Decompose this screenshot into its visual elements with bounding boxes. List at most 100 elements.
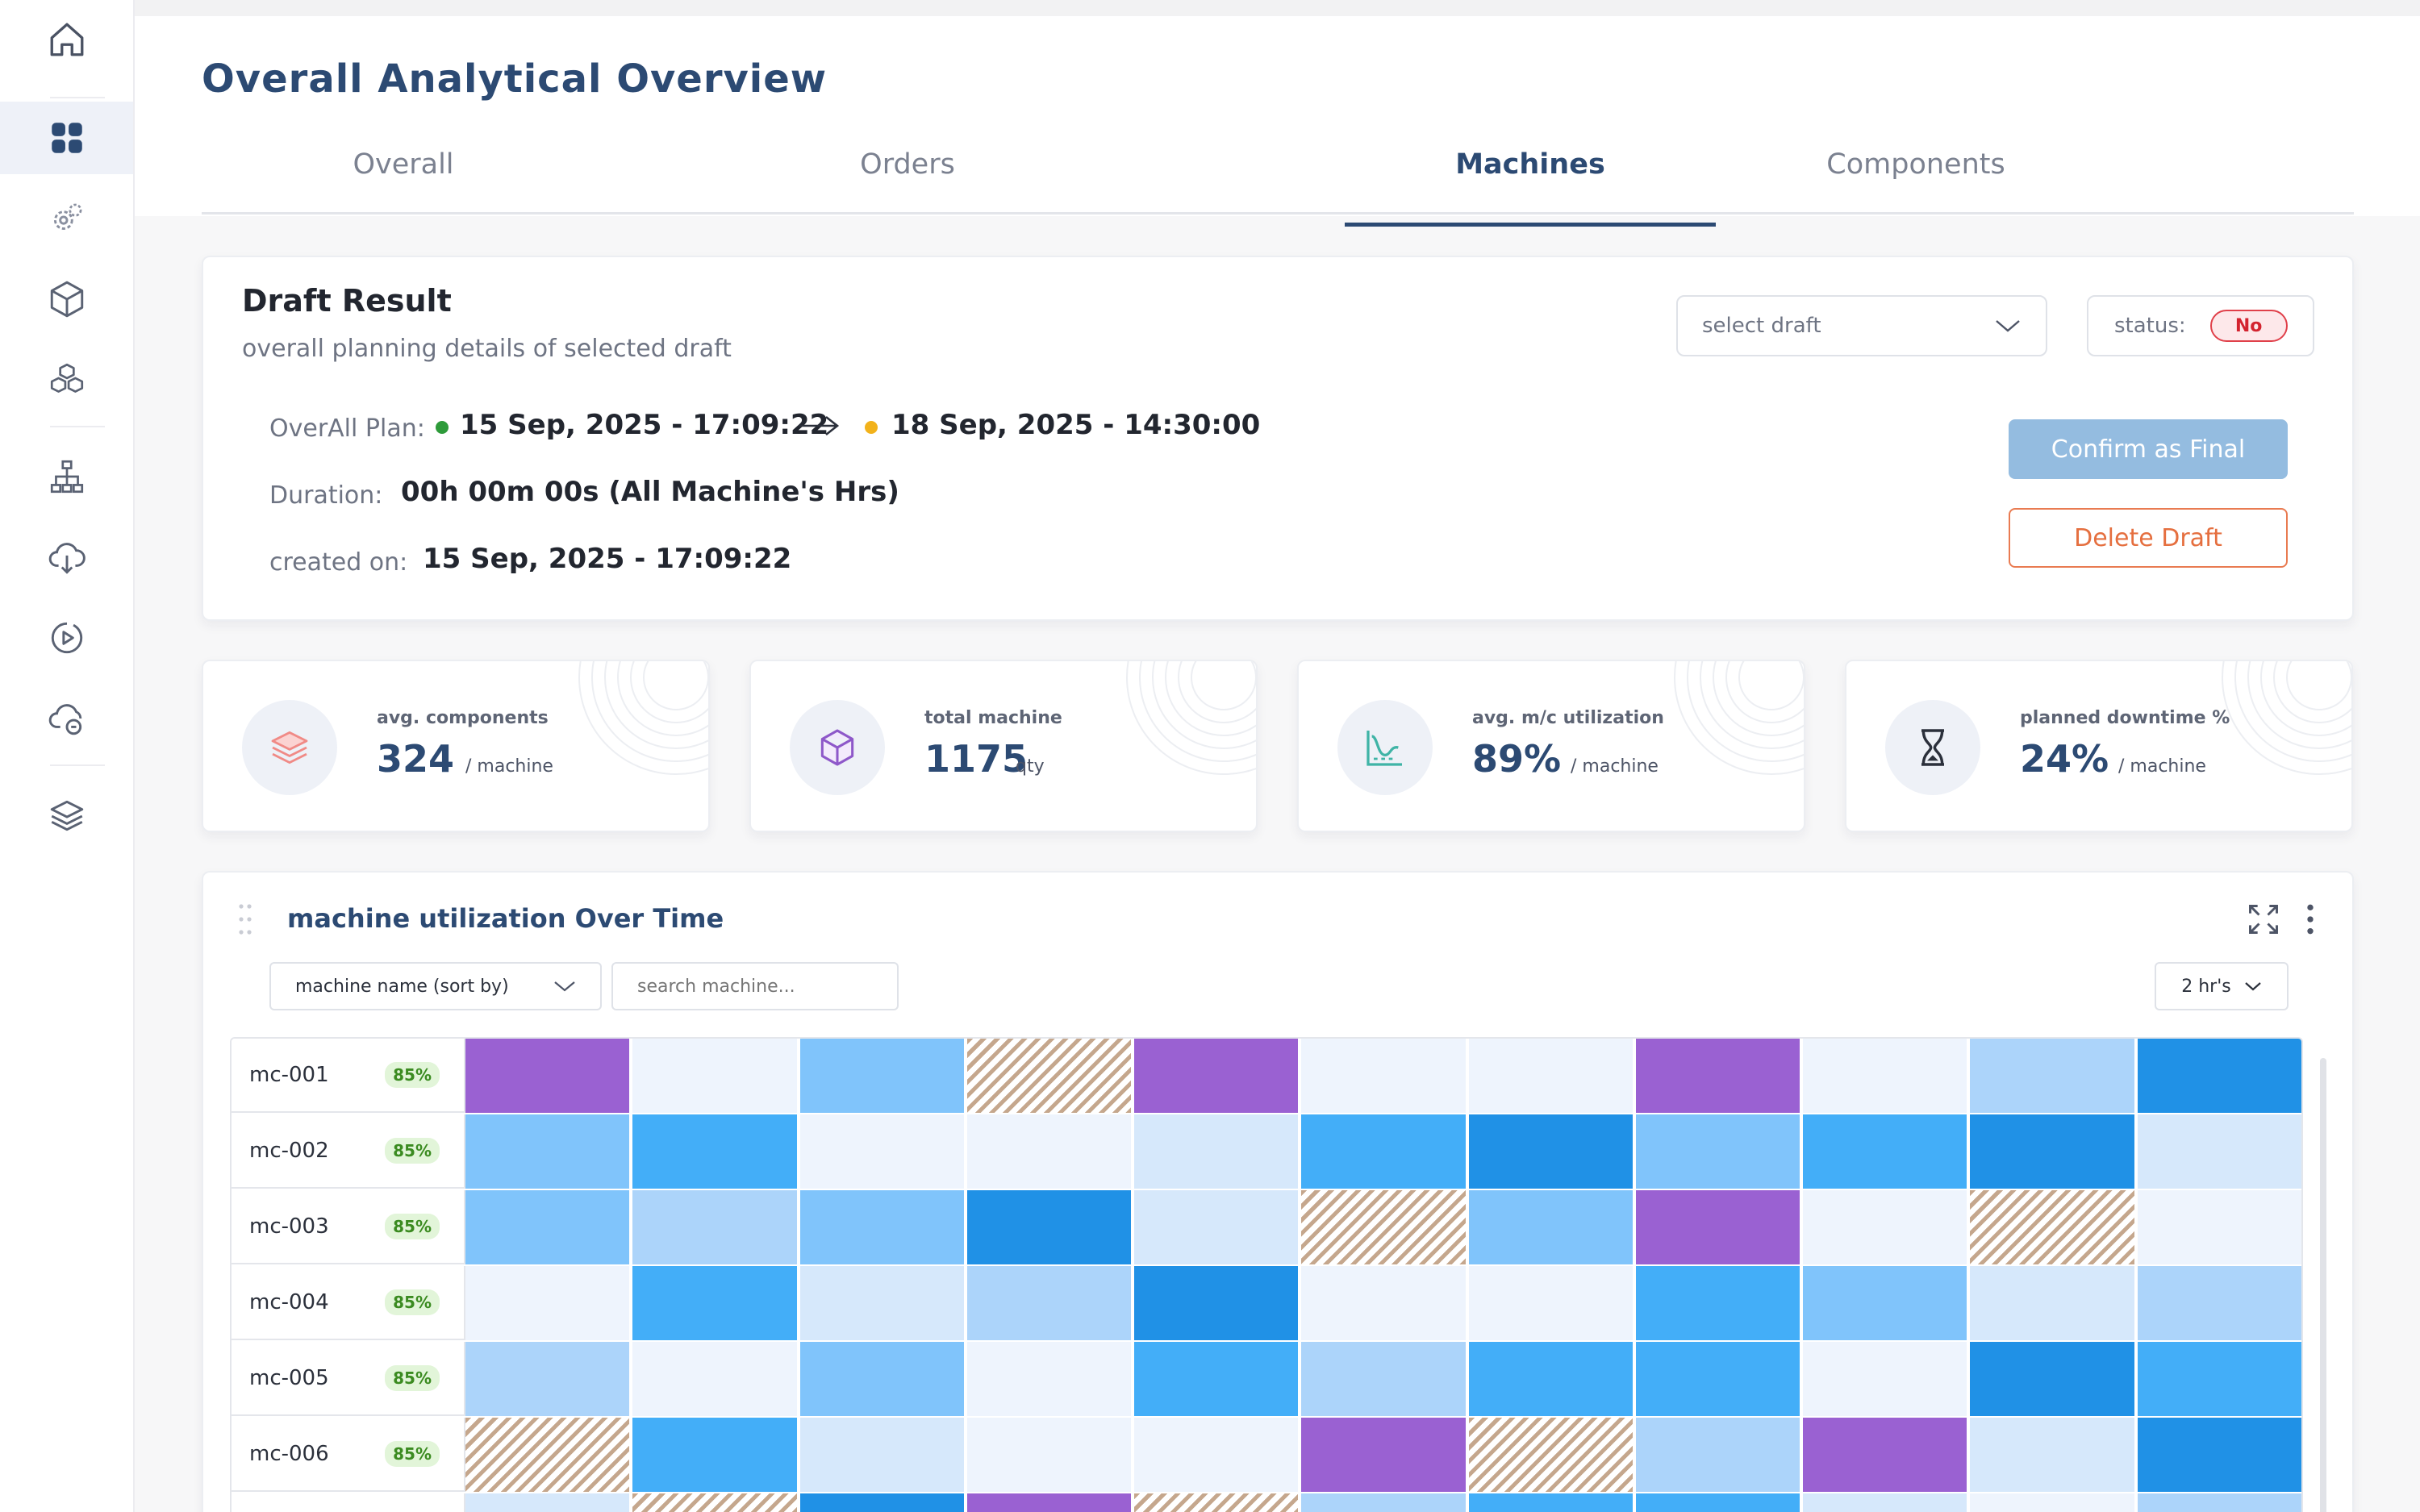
- heatmap-cell[interactable]: [799, 1114, 967, 1189]
- sidebar-item-download[interactable]: [0, 521, 133, 594]
- heatmap-cell[interactable]: [465, 1493, 633, 1512]
- heatmap-cell[interactable]: [632, 1342, 800, 1416]
- heatmap-cell[interactable]: [1635, 1039, 1804, 1113]
- heatmap-cell[interactable]: [2137, 1039, 2301, 1113]
- machine-row-header[interactable]: mc-006 85%: [232, 1418, 465, 1492]
- search-machine-input[interactable]: [611, 962, 899, 1010]
- heatmap-cell[interactable]: [1970, 1114, 2138, 1189]
- machine-row-header[interactable]: mc-001 85%: [232, 1039, 465, 1113]
- sidebar-item-sync[interactable]: [0, 682, 133, 755]
- heatmap-cell[interactable]: [465, 1190, 633, 1264]
- heatmap-cell[interactable]: [1970, 1342, 2138, 1416]
- select-draft-dropdown[interactable]: select draft: [1676, 295, 2047, 356]
- heatmap-cell[interactable]: [1134, 1418, 1302, 1492]
- heatmap-cell[interactable]: [1134, 1039, 1302, 1113]
- expand-icon[interactable]: [2246, 902, 2281, 937]
- tab-overall[interactable]: Overall: [353, 148, 454, 181]
- heatmap-cell[interactable]: [799, 1493, 967, 1512]
- heatmap-cell[interactable]: [1468, 1039, 1636, 1113]
- heatmap-cell[interactable]: [632, 1114, 800, 1189]
- machine-row-header[interactable]: mc-002 85%: [232, 1114, 465, 1189]
- heatmap-cell[interactable]: [1301, 1266, 1469, 1340]
- heatmap-cell[interactable]: [1635, 1493, 1804, 1512]
- heatmap-cell[interactable]: [1635, 1114, 1804, 1189]
- heatmap-cell[interactable]: [1468, 1266, 1636, 1340]
- heatmap-cell[interactable]: [799, 1190, 967, 1264]
- vertical-scrollbar[interactable]: [2320, 1058, 2326, 1512]
- heatmap-cell[interactable]: [2137, 1190, 2301, 1264]
- heatmap-cell[interactable]: [1970, 1190, 2138, 1264]
- heatmap-cell[interactable]: [1635, 1190, 1804, 1264]
- heatmap-cell[interactable]: [632, 1266, 800, 1340]
- sidebar-item-home[interactable]: [0, 3, 133, 76]
- heatmap-cell[interactable]: [1301, 1114, 1469, 1189]
- heatmap-cell[interactable]: [1468, 1190, 1636, 1264]
- sidebar-item-layers[interactable]: [0, 779, 133, 852]
- heatmap-cell[interactable]: [2137, 1418, 2301, 1492]
- heatmap-cell[interactable]: [1301, 1342, 1469, 1416]
- heatmap-cell[interactable]: [799, 1418, 967, 1492]
- heatmap-cell[interactable]: [966, 1266, 1135, 1340]
- heatmap-cell[interactable]: [1301, 1493, 1469, 1512]
- sidebar-item-hierarchy[interactable]: [0, 440, 133, 513]
- heatmap-cell[interactable]: [799, 1266, 967, 1340]
- sidebar-item-inventory[interactable]: [0, 344, 133, 416]
- sidebar-item-products[interactable]: [0, 263, 133, 335]
- heatmap-cell[interactable]: [1134, 1190, 1302, 1264]
- interval-dropdown[interactable]: 2 hr's: [2155, 962, 2289, 1010]
- heatmap-cell[interactable]: [1803, 1493, 1971, 1512]
- heatmap-cell[interactable]: [1134, 1493, 1302, 1512]
- heatmap-cell[interactable]: [465, 1114, 633, 1189]
- heatmap-cell[interactable]: [1803, 1114, 1971, 1189]
- heatmap-cell[interactable]: [632, 1039, 800, 1113]
- heatmap-cell[interactable]: [799, 1039, 967, 1113]
- heatmap-cell[interactable]: [1134, 1342, 1302, 1416]
- heatmap-cell[interactable]: [1301, 1418, 1469, 1492]
- heatmap-cell[interactable]: [966, 1418, 1135, 1492]
- heatmap-cell[interactable]: [966, 1190, 1135, 1264]
- heatmap-cell[interactable]: [1803, 1342, 1971, 1416]
- heatmap-cell[interactable]: [1803, 1190, 1971, 1264]
- heatmap-cell[interactable]: [2137, 1266, 2301, 1340]
- heatmap-cell[interactable]: [1301, 1190, 1469, 1264]
- heatmap-cell[interactable]: [1803, 1418, 1971, 1492]
- heatmap-cell[interactable]: [1970, 1493, 2138, 1512]
- heatmap-cell[interactable]: [966, 1493, 1135, 1512]
- machine-row-header[interactable]: mc-004 85%: [232, 1266, 465, 1340]
- heatmap-cell[interactable]: [1468, 1114, 1636, 1189]
- heatmap-cell[interactable]: [1134, 1266, 1302, 1340]
- heatmap-cell[interactable]: [632, 1190, 800, 1264]
- heatmap-cell[interactable]: [966, 1114, 1135, 1189]
- heatmap-cell[interactable]: [1635, 1342, 1804, 1416]
- heatmap-cell[interactable]: [2137, 1114, 2301, 1189]
- heatmap-cell[interactable]: [1468, 1418, 1636, 1492]
- heatmap-cell[interactable]: [465, 1039, 633, 1113]
- heatmap-cell[interactable]: [1970, 1039, 2138, 1113]
- machine-row-header[interactable]: mc-005 85%: [232, 1342, 465, 1416]
- sidebar-item-dashboard[interactable]: [0, 102, 133, 174]
- heatmap-cell[interactable]: [1635, 1266, 1804, 1340]
- heatmap-cell[interactable]: [1803, 1266, 1971, 1340]
- machine-row-header[interactable]: [232, 1493, 465, 1512]
- more-options-icon[interactable]: [2301, 902, 2320, 937]
- sidebar-item-settings[interactable]: [0, 182, 133, 255]
- heatmap-cell[interactable]: [966, 1342, 1135, 1416]
- delete-draft-button[interactable]: Delete Draft: [2009, 508, 2288, 568]
- heatmap-cell[interactable]: [465, 1342, 633, 1416]
- machine-row-header[interactable]: mc-003 85%: [232, 1190, 465, 1264]
- heatmap-cell[interactable]: [1301, 1039, 1469, 1113]
- heatmap-cell[interactable]: [799, 1342, 967, 1416]
- heatmap-cell[interactable]: [2137, 1493, 2301, 1512]
- heatmap-cell[interactable]: [2137, 1342, 2301, 1416]
- heatmap-cell[interactable]: [1134, 1114, 1302, 1189]
- heatmap-cell[interactable]: [1468, 1342, 1636, 1416]
- heatmap-cell[interactable]: [465, 1266, 633, 1340]
- confirm-final-button[interactable]: Confirm as Final: [2009, 419, 2288, 479]
- tab-orders[interactable]: Orders: [860, 148, 955, 181]
- heatmap-cell[interactable]: [632, 1418, 800, 1492]
- heatmap-cell[interactable]: [465, 1418, 633, 1492]
- heatmap-cell[interactable]: [1970, 1418, 2138, 1492]
- sidebar-item-play[interactable]: [0, 602, 133, 674]
- heatmap-cell[interactable]: [1468, 1493, 1636, 1512]
- heatmap-cell[interactable]: [1803, 1039, 1971, 1113]
